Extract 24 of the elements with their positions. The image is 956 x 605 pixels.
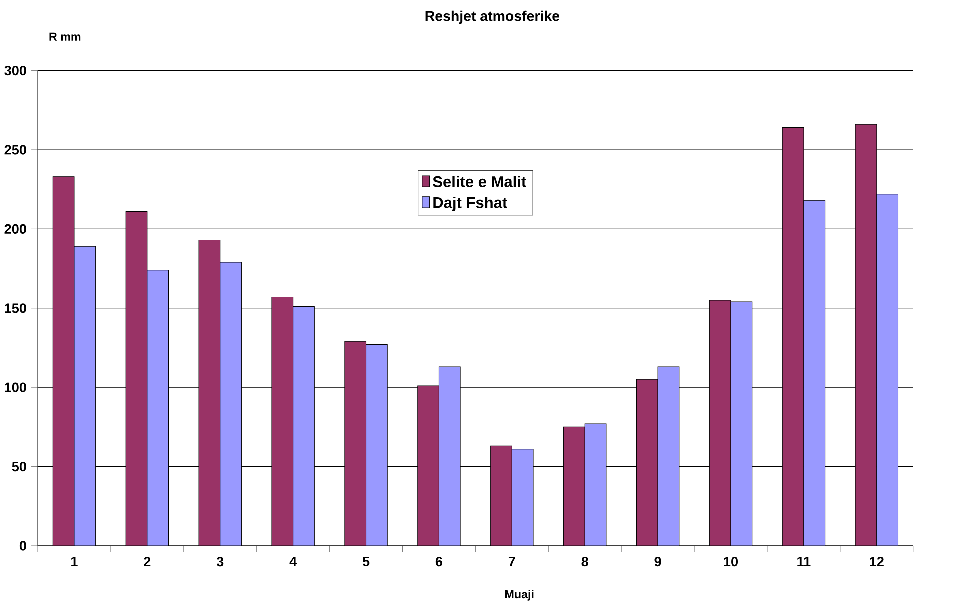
y-tick-label: 150 (5, 304, 26, 314)
x-tick-label: 5 (362, 556, 370, 566)
y-tick-label: 50 (12, 462, 26, 472)
x-tick-label: 11 (798, 556, 811, 566)
y-tick-label: 200 (4, 224, 26, 234)
y-tick-label: 300 (4, 66, 26, 76)
x-axis-title: Muaji (506, 590, 534, 601)
x-tick-label: 6 (436, 556, 442, 567)
y-tick-label: 0 (20, 541, 26, 551)
x-tick-label: 7 (508, 556, 516, 566)
x-tick-label: 10 (724, 556, 738, 567)
legend-label: Selite e Malit (433, 176, 526, 188)
chart-title: Reshjet atmosferike (426, 10, 560, 24)
x-tick-label: 1 (72, 556, 78, 566)
y-tick-label: 250 (4, 145, 26, 155)
x-tick-label: 3 (216, 556, 224, 567)
x-tick-label: 4 (290, 556, 298, 566)
legend-label: Dajt Fshat (434, 196, 508, 212)
x-tick-label: 8 (582, 556, 588, 567)
x-tick-label: 9 (654, 556, 662, 567)
y-tick-label: 100 (5, 382, 26, 392)
x-tick-label: 12 (870, 556, 884, 566)
x-tick-label: 2 (144, 556, 151, 566)
y-axis-title: R mm (50, 32, 81, 41)
